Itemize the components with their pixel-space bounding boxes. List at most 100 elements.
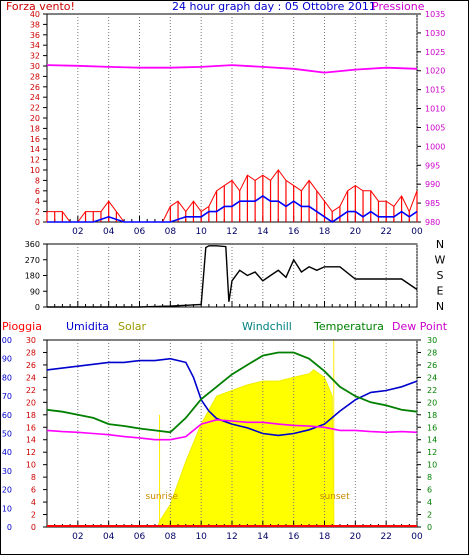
y-left-tick-label: 26 bbox=[30, 83, 40, 92]
x-tick-label: 04 bbox=[103, 227, 115, 237]
y-temp-left-tick-label: 0 bbox=[31, 523, 36, 532]
compass-label: N bbox=[436, 300, 444, 313]
y-temp-left-tick-label: 4 bbox=[31, 498, 36, 507]
humidity-line bbox=[46, 357, 418, 437]
y-left-tick-label: 32 bbox=[30, 52, 40, 61]
y-left-tick-label: 22 bbox=[30, 104, 40, 113]
header-left-label: Forza vento! bbox=[6, 0, 75, 13]
y-left-tick-label: 0 bbox=[35, 218, 40, 227]
x-tick-label: 12 bbox=[226, 532, 237, 542]
y-humidity-tick-label: 40 bbox=[2, 448, 12, 457]
y-left-tick-label: 16 bbox=[30, 135, 40, 144]
x-tick-label: 10 bbox=[195, 532, 207, 542]
x-tick-label: 12 bbox=[226, 227, 237, 237]
y-temp-left-tick-label: 14 bbox=[26, 436, 36, 445]
legend-windchill: Windchill bbox=[242, 320, 292, 333]
x-tick-label: 16 bbox=[288, 227, 300, 237]
y-dir-tick-label: 270 bbox=[25, 256, 40, 265]
y-temp-left-tick-label: 20 bbox=[26, 398, 36, 407]
x-tick-label: 16 bbox=[288, 532, 300, 542]
x-tick-label: 14 bbox=[257, 227, 269, 237]
x-tick-label: 20 bbox=[350, 532, 362, 542]
y-dir-tick-label: 90 bbox=[30, 287, 40, 296]
x-tick-label: 04 bbox=[103, 532, 115, 542]
y-humidity-tick-label: 60 bbox=[2, 411, 12, 420]
chart-title: 24 hour graph day : 05 Ottobre 2011 bbox=[172, 0, 376, 13]
y-humidity-tick-label: 10 bbox=[2, 504, 12, 513]
y-temp-right-tick-label: 30 bbox=[427, 336, 437, 345]
x-tick-label: 10 bbox=[195, 227, 207, 237]
y-temp-left-tick-label: 12 bbox=[26, 448, 36, 457]
y-temp-left-tick-label: 28 bbox=[26, 348, 36, 357]
y-humidity-tick-label: 0 bbox=[7, 523, 12, 532]
y-left-tick-label: 28 bbox=[30, 72, 40, 81]
y-dir-tick-label: 360 bbox=[25, 240, 40, 249]
y-left-tick-label: 24 bbox=[30, 93, 40, 102]
y-right-tick-label: 1030 bbox=[425, 29, 445, 38]
y-right-tick-label: 1000 bbox=[425, 142, 445, 151]
y-temp-left-tick-label: 30 bbox=[26, 336, 36, 345]
y-temp-left-tick-label: 26 bbox=[26, 361, 36, 370]
y-temp-right-tick-label: 2 bbox=[427, 511, 432, 520]
y-temp-left-tick-label: 6 bbox=[31, 486, 36, 495]
pressure-line bbox=[46, 64, 418, 74]
x-tick-label: 00 bbox=[411, 532, 423, 542]
temperature-line bbox=[46, 351, 418, 434]
y-humidity-tick-label: 90 bbox=[2, 355, 12, 364]
y-temp-left-tick-label: 24 bbox=[26, 373, 36, 382]
y-right-tick-label: 1025 bbox=[425, 48, 445, 57]
y-temp-right-tick-label: 14 bbox=[427, 436, 437, 445]
y-left-tick-label: 36 bbox=[30, 31, 40, 40]
y-left-tick-label: 40 bbox=[30, 10, 40, 19]
y-temp-left-tick-label: 10 bbox=[26, 461, 36, 470]
y-temp-right-tick-label: 24 bbox=[427, 373, 437, 382]
y-temp-right-tick-label: 16 bbox=[427, 423, 437, 432]
legend-dewpoint: Dew Point bbox=[392, 320, 448, 333]
x-tick-label: 08 bbox=[165, 227, 177, 237]
sunset-label: sunset bbox=[320, 492, 350, 502]
y-humidity-tick-label: 20 bbox=[2, 486, 12, 495]
x-tick-label: 06 bbox=[134, 532, 146, 542]
y-left-tick-label: 2 bbox=[35, 208, 40, 217]
y-temp-right-tick-label: 8 bbox=[427, 473, 432, 482]
y-temp-right-tick-label: 4 bbox=[427, 498, 432, 507]
dewpoint-line bbox=[46, 418, 418, 441]
x-tick-label: 18 bbox=[319, 227, 331, 237]
y-temp-right-tick-label: 18 bbox=[427, 411, 437, 420]
y-temp-right-tick-label: 0 bbox=[427, 523, 432, 532]
y-right-tick-label: 1035 bbox=[425, 10, 445, 19]
compass-label: N bbox=[436, 238, 444, 251]
y-left-tick-label: 18 bbox=[30, 124, 40, 133]
y-temp-left-tick-label: 2 bbox=[31, 511, 36, 520]
legend-solar: Solar bbox=[118, 320, 147, 333]
legend-temperature: Temperatura bbox=[313, 320, 384, 333]
x-tick-label: 08 bbox=[165, 532, 177, 542]
y-humidity-tick-label: 80 bbox=[2, 373, 12, 382]
legend-humidity: Umidita bbox=[66, 320, 109, 333]
y-temp-right-tick-label: 6 bbox=[427, 486, 432, 495]
y-left-tick-label: 14 bbox=[30, 145, 40, 154]
y-left-tick-label: 30 bbox=[30, 62, 40, 71]
y-left-tick-label: 20 bbox=[30, 114, 40, 123]
y-humidity-tick-label: 100 bbox=[0, 336, 12, 345]
y-right-tick-label: 1005 bbox=[425, 123, 445, 132]
wind-direction-line bbox=[47, 245, 418, 308]
compass-label: E bbox=[437, 285, 444, 298]
y-temp-left-tick-label: 22 bbox=[26, 386, 36, 395]
x-tick-label: 14 bbox=[257, 532, 269, 542]
y-right-tick-label: 1010 bbox=[425, 105, 445, 114]
wind-line bbox=[47, 169, 418, 223]
panel-wind-pressure: 0246810121416182022242628303234363840980… bbox=[30, 10, 446, 237]
x-tick-label: 20 bbox=[350, 227, 362, 237]
y-right-tick-label: 995 bbox=[425, 161, 440, 170]
y-temp-right-tick-label: 10 bbox=[427, 461, 437, 470]
y-temp-right-tick-label: 22 bbox=[427, 386, 437, 395]
header-right-label: Pressione bbox=[372, 0, 425, 13]
y-temp-left-tick-label: 8 bbox=[31, 473, 36, 482]
x-tick-label: 02 bbox=[72, 532, 83, 542]
y-left-tick-label: 6 bbox=[35, 187, 40, 196]
y-left-tick-label: 4 bbox=[35, 197, 40, 206]
x-tick-label: 00 bbox=[411, 227, 423, 237]
y-right-tick-label: 985 bbox=[425, 199, 440, 208]
